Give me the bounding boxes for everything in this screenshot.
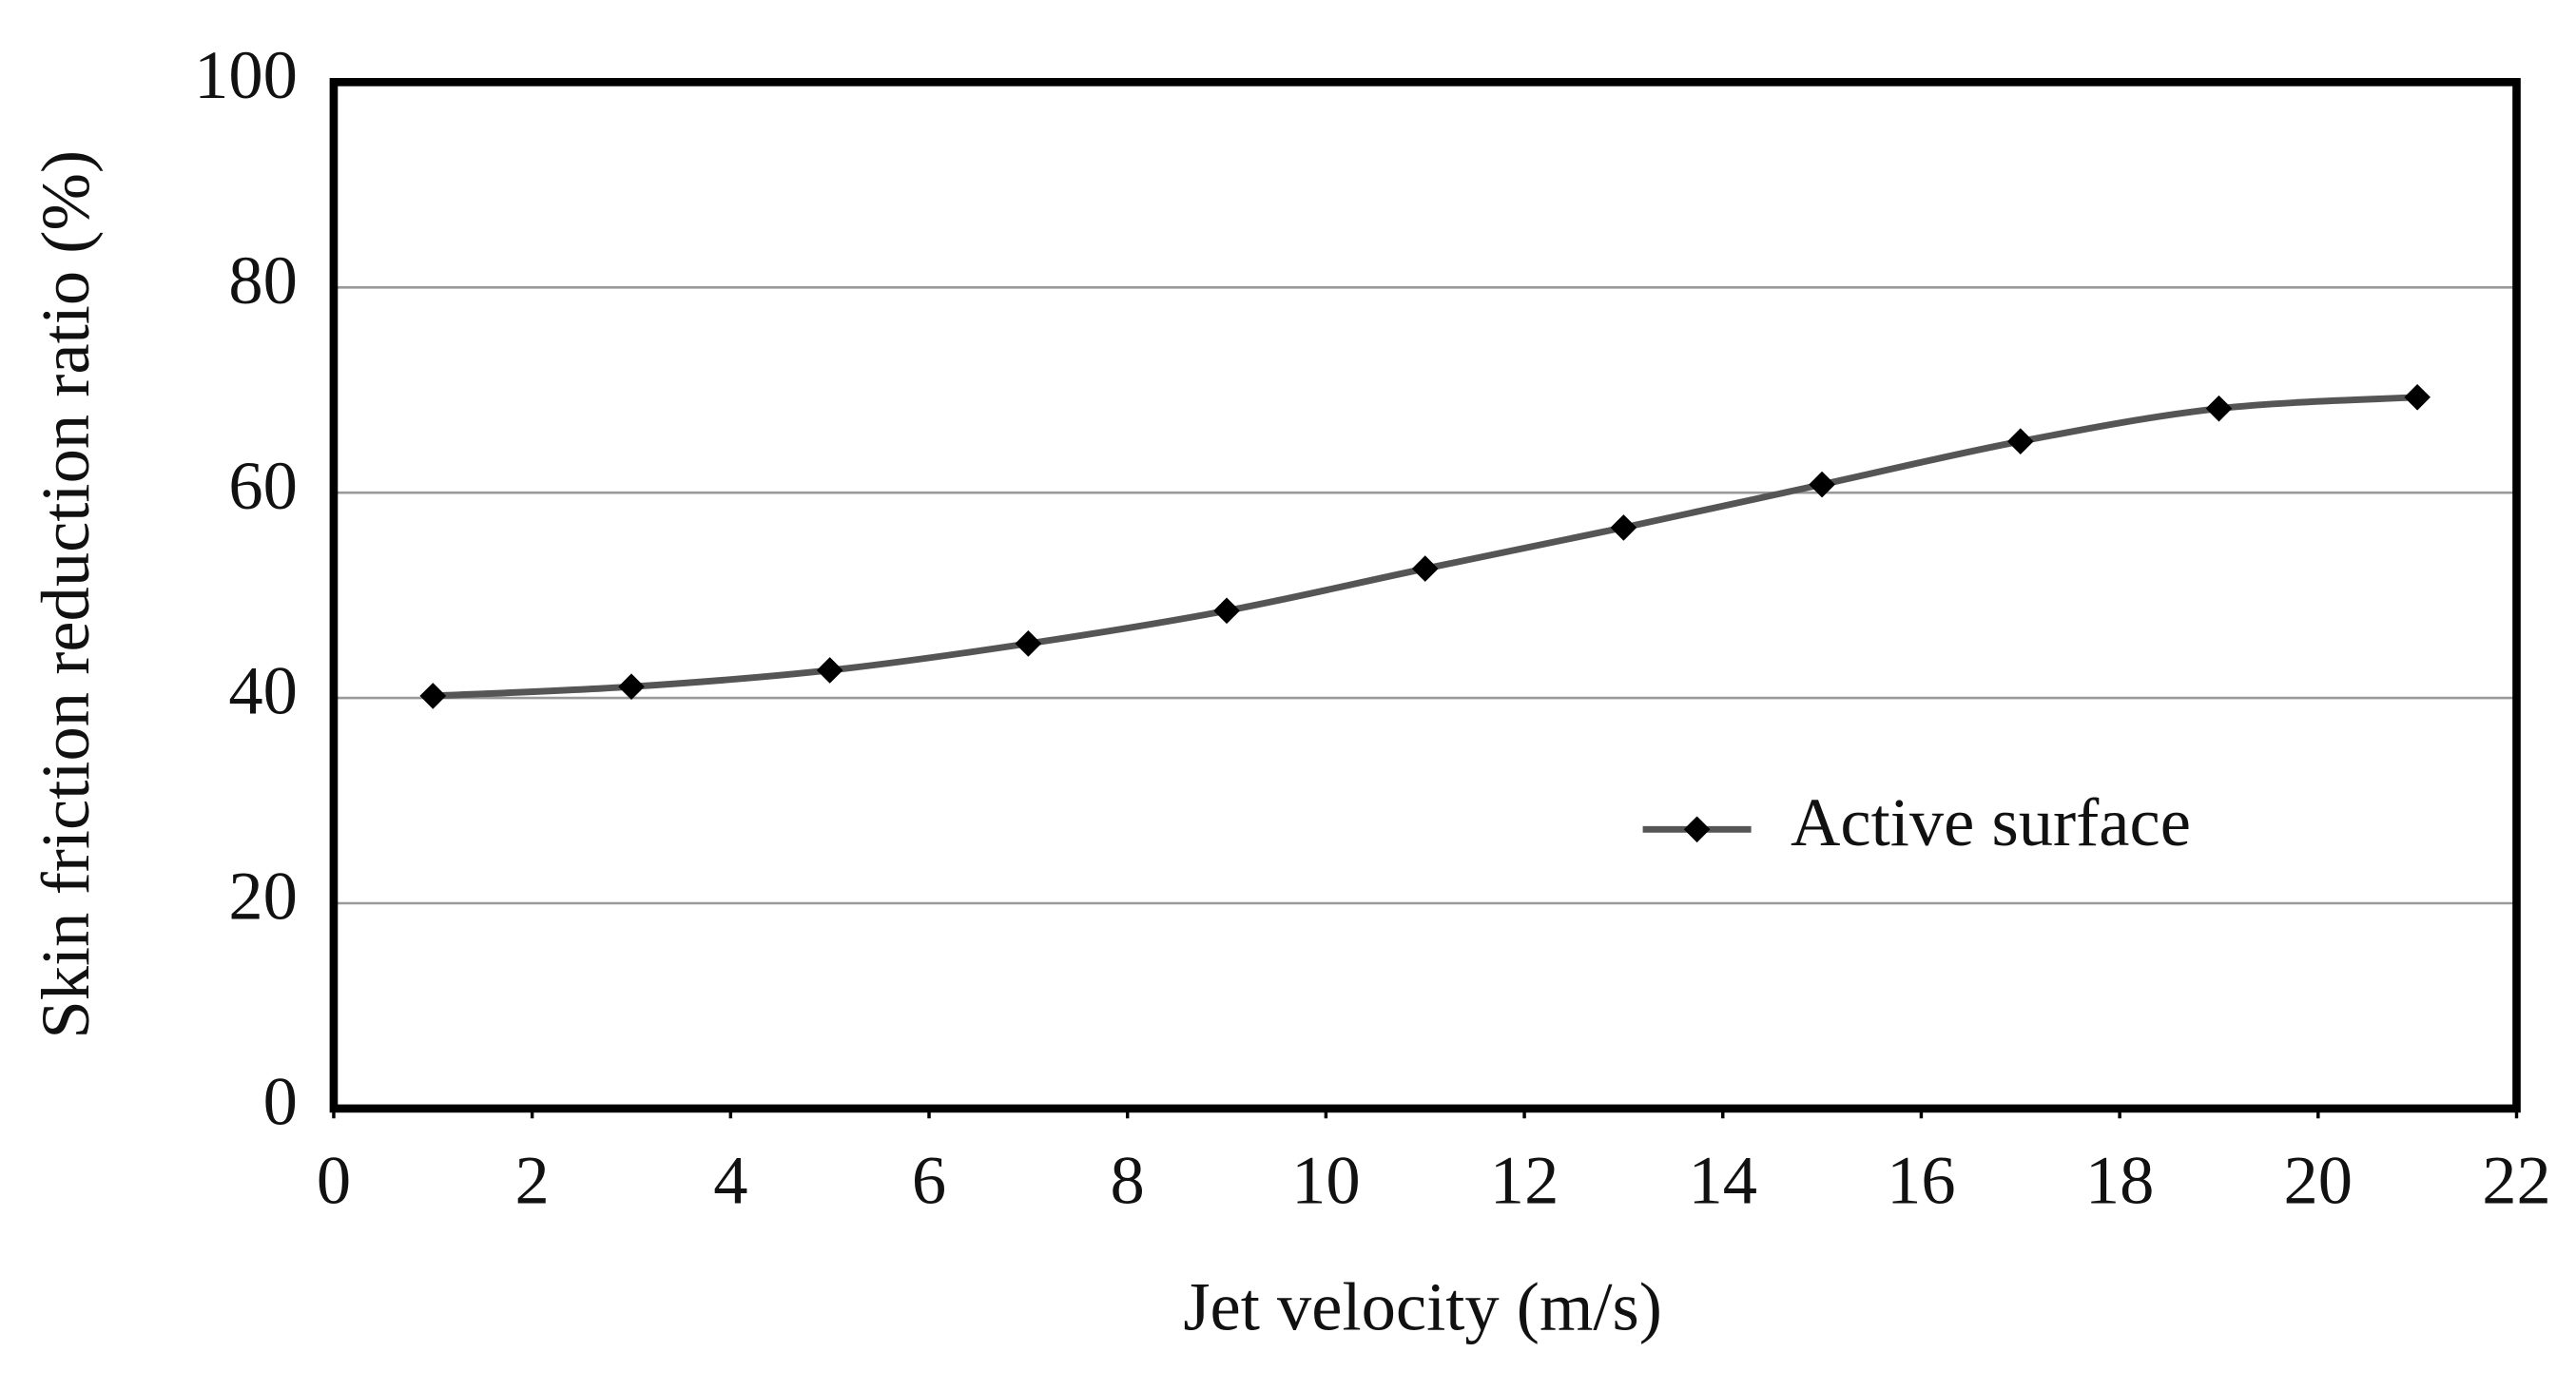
x-axis-title: Jet velocity (m/s) — [1183, 1267, 1662, 1344]
x-tick-label: 0 — [317, 1141, 351, 1218]
legend-label: Active surface — [1791, 783, 2191, 860]
x-tick-label: 12 — [1490, 1141, 1559, 1218]
point-marker — [618, 673, 645, 701]
y-axis-title: Skin friction reduction ratio (%) — [27, 150, 104, 1039]
x-tick-label: 20 — [2284, 1141, 2353, 1218]
point-marker — [1411, 555, 1439, 582]
x-tick-label: 2 — [515, 1141, 550, 1218]
x-tick-label: 22 — [2482, 1141, 2551, 1218]
y-tick-label: 0 — [263, 1063, 298, 1140]
point-marker — [2006, 428, 2034, 455]
y-tick-label: 60 — [228, 447, 298, 524]
series-line — [433, 394, 2418, 700]
y-tick-label: 80 — [228, 241, 298, 319]
x-tick-label: 10 — [1291, 1141, 1361, 1218]
point-marker — [419, 683, 447, 709]
x-tick-label: 8 — [1111, 1141, 1145, 1218]
plot-frame — [329, 78, 2521, 1113]
y-tick-label: 100 — [194, 36, 298, 113]
y-tick-label: 40 — [228, 652, 298, 729]
legend-marker — [1683, 816, 1711, 843]
point-marker — [2404, 383, 2431, 411]
x-tick-label: 16 — [1887, 1141, 1956, 1218]
x-tick-label: 4 — [713, 1141, 747, 1218]
point-marker — [816, 657, 843, 684]
y-tick-label: 20 — [228, 858, 298, 935]
x-tick-label: 18 — [2085, 1141, 2155, 1218]
point-marker — [1213, 597, 1240, 625]
x-tick-label: 14 — [1688, 1141, 1757, 1218]
point-marker — [2205, 395, 2233, 422]
point-marker — [1610, 514, 1637, 541]
point-marker — [1809, 471, 1835, 498]
x-tick-label: 6 — [912, 1141, 946, 1218]
point-marker — [1015, 630, 1042, 657]
